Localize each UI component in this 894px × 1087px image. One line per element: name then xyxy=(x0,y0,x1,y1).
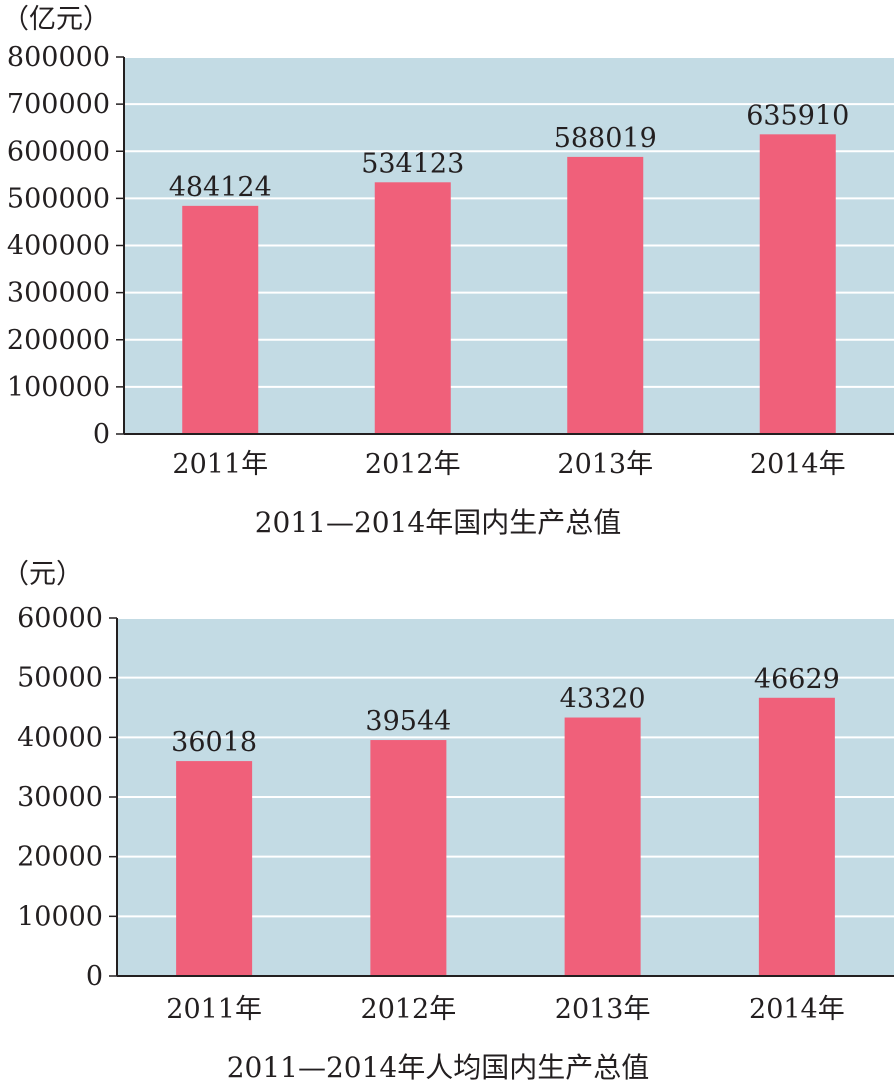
bar xyxy=(374,182,451,434)
gdp-bar-chart: （亿元） 0 100000 200000 300000 400000 500000 6000… xyxy=(2,4,894,539)
y-tick-label: 300000 xyxy=(7,278,110,309)
y-tick-label: 100000 xyxy=(7,372,110,403)
x-tick-label: 2013年 xyxy=(555,994,651,1025)
y-unit-label: （亿元） xyxy=(2,4,110,35)
y-tick-label: 400000 xyxy=(7,231,110,262)
x-tick-label: 2012年 xyxy=(361,994,457,1025)
chart-title: 2011—2014年国内生产总值 xyxy=(255,506,622,539)
y-tick-label: 60000 xyxy=(17,603,103,634)
y-tick-label: 500000 xyxy=(7,183,110,214)
y-tick-label: 600000 xyxy=(7,136,110,167)
y-tick-label: 0 xyxy=(93,419,110,450)
x-tick-label: 2012年 xyxy=(365,449,461,480)
gdp-per-capita-bar-chart: （元） 0 10000 20000 30000 40000 50000 60000 36018… xyxy=(2,559,894,1084)
y-tick-label: 30000 xyxy=(17,782,103,813)
data-label: 484124 xyxy=(169,172,272,203)
x-tick-label: 2014年 xyxy=(750,449,846,480)
bar xyxy=(370,740,447,976)
y-tick-label: 50000 xyxy=(17,663,103,694)
data-label: 43320 xyxy=(560,684,646,715)
x-tick-label: 2013年 xyxy=(557,449,653,480)
bar xyxy=(564,717,641,976)
bar xyxy=(567,156,644,434)
chart-title: 2011—2014年人均国内生产总值 xyxy=(227,1051,650,1084)
y-tick-label: 20000 xyxy=(17,842,103,873)
y-unit-label: （元） xyxy=(2,559,83,590)
data-label: 534123 xyxy=(361,148,464,179)
bar xyxy=(182,205,259,434)
y-tick-label: 700000 xyxy=(7,89,110,120)
x-tick-label: 2011年 xyxy=(172,449,268,480)
y-tick-label: 0 xyxy=(86,961,103,992)
bar xyxy=(759,134,836,435)
y-tick-label: 800000 xyxy=(7,42,110,73)
bar xyxy=(758,697,835,976)
data-label: 46629 xyxy=(754,664,840,695)
x-tick-label: 2011年 xyxy=(166,994,262,1025)
x-tick-label: 2014年 xyxy=(749,994,845,1025)
data-label: 36018 xyxy=(171,727,257,758)
data-label: 39544 xyxy=(365,706,451,737)
bar xyxy=(176,761,253,976)
y-tick-label: 10000 xyxy=(17,901,103,932)
data-label: 635910 xyxy=(746,100,849,131)
y-tick-label: 40000 xyxy=(17,722,103,753)
y-tick-label: 200000 xyxy=(7,325,110,356)
data-label: 588019 xyxy=(554,123,657,154)
